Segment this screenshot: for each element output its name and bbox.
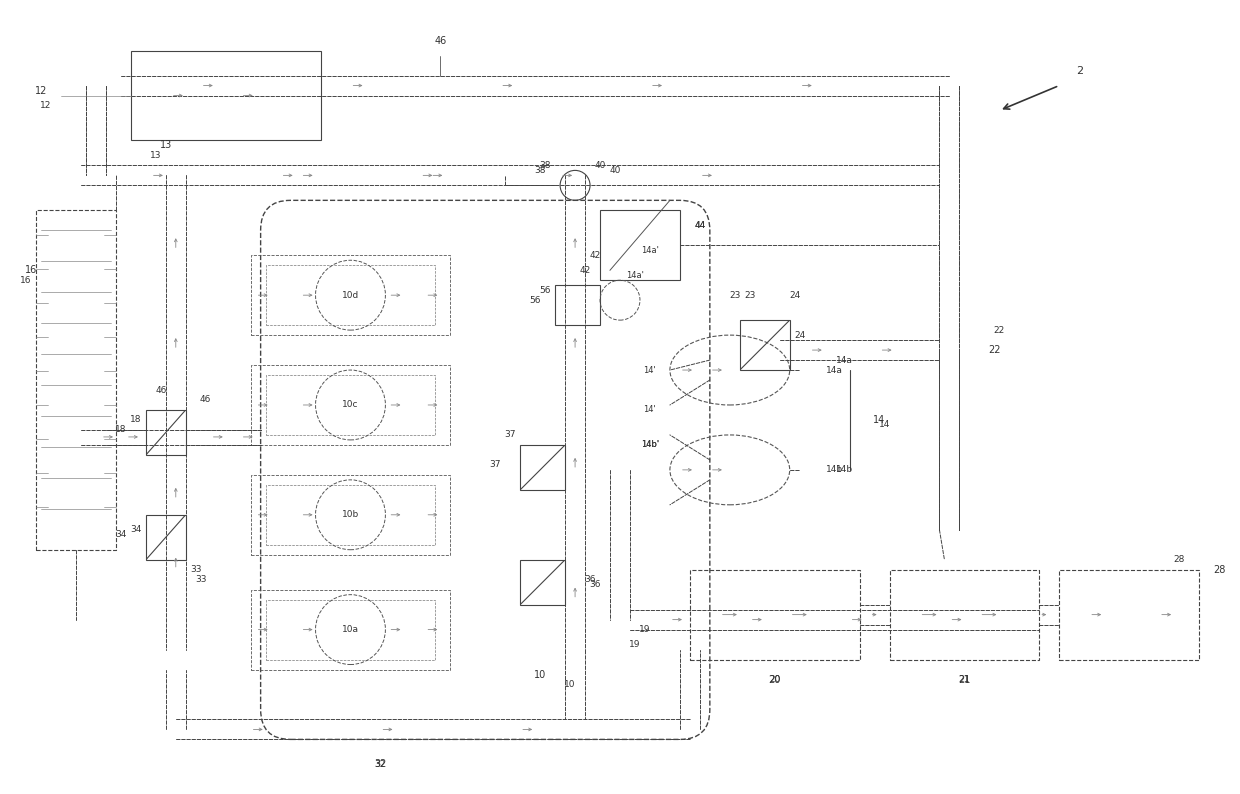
Text: 22: 22	[988, 345, 1001, 355]
Text: 14': 14'	[644, 365, 656, 375]
Text: 44: 44	[694, 221, 706, 229]
Text: 34: 34	[115, 530, 126, 539]
Text: 10d: 10d	[342, 291, 360, 299]
Bar	[1059, 570, 1199, 660]
Text: 37: 37	[490, 461, 501, 469]
Text: 12: 12	[35, 86, 47, 95]
Text: 28: 28	[1213, 565, 1225, 575]
Bar	[600, 210, 680, 280]
Text: 19: 19	[639, 625, 651, 634]
Text: 14a: 14a	[826, 365, 843, 375]
Text: 14a': 14a'	[626, 271, 644, 279]
Text: 42: 42	[589, 251, 600, 260]
Text: 18: 18	[130, 415, 141, 425]
Bar	[131, 51, 320, 141]
Text: 10b: 10b	[342, 511, 360, 519]
Text: 46: 46	[200, 395, 211, 404]
Text: 10: 10	[564, 680, 575, 689]
Text: 14': 14'	[644, 406, 656, 414]
Text: 19: 19	[629, 640, 641, 649]
Text: 32: 32	[374, 760, 386, 769]
Text: 2: 2	[1075, 66, 1083, 75]
Text: 42: 42	[579, 266, 590, 275]
Text: 36: 36	[584, 575, 595, 584]
Text: 24: 24	[794, 330, 805, 340]
Text: 23: 23	[744, 291, 755, 299]
Text: 13: 13	[160, 141, 172, 150]
Text: 10c: 10c	[342, 400, 358, 410]
Text: 14a': 14a'	[641, 246, 658, 255]
Bar	[889, 570, 1039, 660]
Text: 21: 21	[959, 675, 970, 684]
Text: 10: 10	[534, 669, 547, 680]
Text: 14b': 14b'	[641, 441, 658, 449]
Bar	[740, 320, 790, 370]
Text: 24: 24	[789, 291, 800, 299]
Text: 21: 21	[959, 675, 971, 684]
Text: 23: 23	[729, 291, 740, 299]
Text: 16: 16	[25, 265, 37, 276]
Text: 14b: 14b	[826, 465, 843, 474]
Text: 56: 56	[529, 295, 541, 305]
Text: 18: 18	[115, 426, 126, 434]
Bar	[250, 475, 450, 555]
Bar	[520, 445, 565, 490]
Text: 14b: 14b	[836, 465, 853, 474]
Text: 40: 40	[609, 166, 621, 175]
Text: 12: 12	[41, 101, 52, 110]
Text: 20: 20	[769, 675, 780, 684]
Bar	[250, 365, 450, 445]
Bar	[265, 485, 435, 545]
Bar	[556, 285, 600, 325]
Bar	[520, 560, 565, 605]
Text: 46: 46	[155, 386, 166, 395]
Text: 16: 16	[20, 276, 32, 285]
Text: 46: 46	[434, 36, 446, 45]
Bar	[146, 410, 186, 455]
Text: 34: 34	[130, 526, 141, 534]
Text: 14: 14	[873, 415, 885, 425]
Text: 38: 38	[539, 161, 551, 170]
Bar	[689, 570, 859, 660]
Text: 14: 14	[879, 421, 890, 430]
Text: 33: 33	[190, 565, 201, 574]
Text: 38: 38	[534, 166, 546, 175]
Text: 56: 56	[539, 286, 551, 295]
Bar	[265, 265, 435, 325]
Bar	[250, 255, 450, 335]
Bar	[146, 515, 186, 560]
Bar	[36, 210, 115, 549]
Text: 44: 44	[694, 221, 706, 229]
Text: 14b': 14b'	[641, 441, 658, 449]
Text: 14a: 14a	[836, 356, 853, 364]
Text: 33: 33	[195, 575, 207, 584]
Bar	[250, 590, 450, 669]
Text: 32: 32	[374, 759, 387, 769]
Text: 40: 40	[594, 161, 605, 170]
Text: 22: 22	[993, 326, 1004, 334]
Text: 10a: 10a	[342, 625, 358, 634]
Text: 37: 37	[505, 430, 516, 439]
Text: 36: 36	[589, 580, 601, 589]
Bar	[265, 375, 435, 435]
Text: 28: 28	[1173, 555, 1184, 565]
Text: 13: 13	[150, 151, 161, 160]
Bar	[265, 599, 435, 660]
Text: 20: 20	[769, 675, 781, 684]
